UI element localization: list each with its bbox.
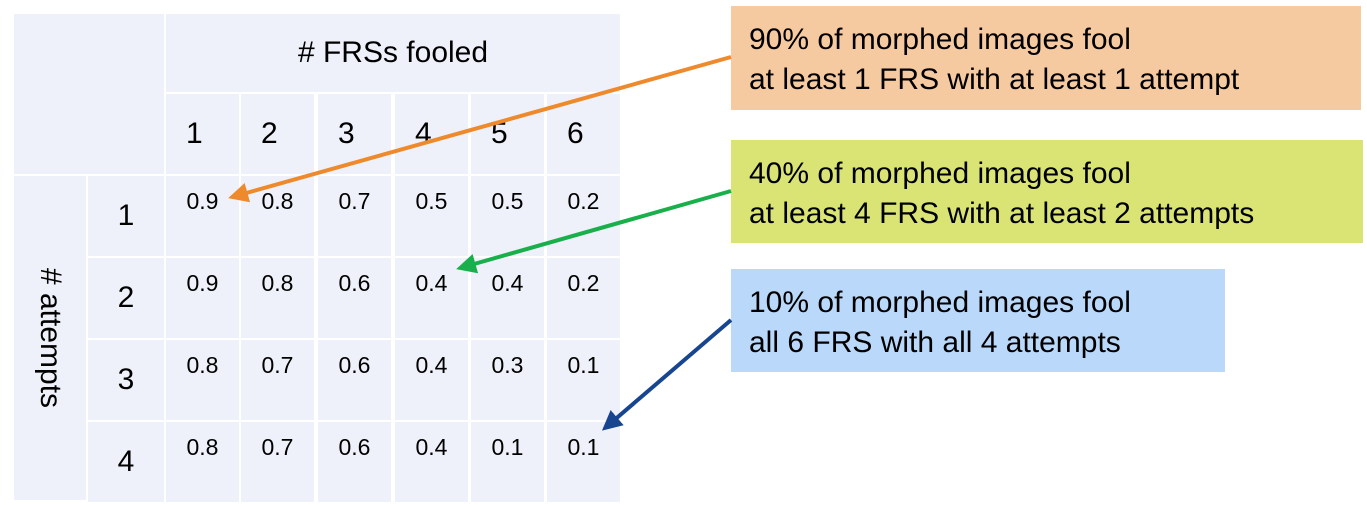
column-header-1: 1 [166,94,239,174]
column-axis-title: # FRSs fooled [166,14,620,92]
table-cell: 0.1 [547,340,620,420]
table-cell: 0.4 [471,258,544,338]
corner-cell [14,14,164,174]
table-cell: 0.5 [471,176,544,256]
table-cell: 0.1 [547,422,620,502]
table-cell: 0.6 [318,422,391,502]
callout-text-line: all 6 FRS with all 4 attempts [749,326,1121,359]
column-header-6: 6 [547,94,620,174]
table-cell: 0.2 [547,176,620,256]
table-cell: 0.7 [241,340,314,420]
table-cell: 0.4 [395,340,468,420]
callout-arrow [601,318,733,431]
callout-text-line: at least 4 FRS with at least 2 attempts [749,197,1255,230]
row-axis-title: # attempts [14,176,86,500]
table-cell: 0.9 [166,176,239,256]
column-header-4: 4 [395,94,468,174]
table-cell: 0.6 [318,258,391,338]
table-cell: 0.8 [166,422,239,502]
callout-text-line: 10% of morphed images fool [749,286,1131,319]
callout-box: 40% of morphed images fool at least 4 FRS… [731,140,1363,243]
table-cell: 0.8 [241,176,314,256]
column-header-2: 2 [241,94,314,174]
table-cell: 0.3 [471,340,544,420]
table-cell: 0.7 [318,176,391,256]
table-cell: 0.6 [318,340,391,420]
row-header-2: 2 [88,258,164,338]
row-header-4: 4 [88,422,164,502]
row-header-1: 1 [88,176,164,256]
callout-box: 90% of morphed images fool at least 1 FRS… [731,6,1361,110]
callout-box: 10% of morphed images fool all 6 FRS with… [731,269,1225,372]
table-cell: 0.9 [166,258,239,338]
callout-text-line: at least 1 FRS with at least 1 attempt [749,63,1240,96]
table-cell: 0.8 [166,340,239,420]
column-header-5: 5 [471,94,544,174]
column-axis-title-text: # FRSs fooled [297,36,489,69]
table-cell: 0.2 [547,258,620,338]
table-cell: 0.8 [241,258,314,338]
table-cell: 0.5 [395,176,468,256]
table-cell: 0.4 [395,422,468,502]
callout-text-line: 90% of morphed images fool [749,23,1131,56]
row-header-3: 3 [88,340,164,420]
table-cell: 0.1 [471,422,544,502]
callout-text-line: 40% of morphed images fool [749,157,1131,190]
row-axis-title-text: # attempts [34,267,68,409]
table-cell: 0.4 [395,258,468,338]
column-header-3: 3 [318,94,391,174]
table-cell: 0.7 [241,422,314,502]
